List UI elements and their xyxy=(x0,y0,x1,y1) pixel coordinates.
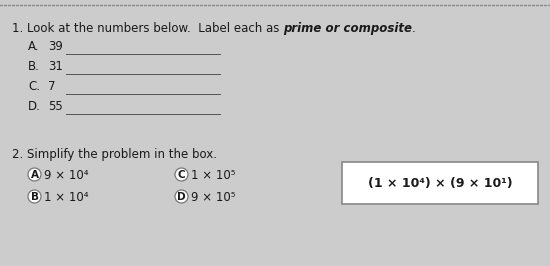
Text: 2. Simplify the problem in the box.: 2. Simplify the problem in the box. xyxy=(12,148,217,161)
Text: prime or composite: prime or composite xyxy=(283,22,412,35)
Text: A.: A. xyxy=(28,40,40,53)
Text: C.: C. xyxy=(28,80,40,93)
Text: 9 × 10⁴: 9 × 10⁴ xyxy=(44,169,89,182)
Circle shape xyxy=(28,190,41,203)
Text: D: D xyxy=(177,192,186,202)
Text: 1 × 10⁴: 1 × 10⁴ xyxy=(44,191,89,204)
Text: (1 × 10⁴) × (9 × 10¹): (1 × 10⁴) × (9 × 10¹) xyxy=(368,177,512,189)
Text: D.: D. xyxy=(28,100,41,113)
Text: 7: 7 xyxy=(48,80,56,93)
Text: A: A xyxy=(30,169,38,180)
Text: 55: 55 xyxy=(48,100,63,113)
Circle shape xyxy=(175,190,188,203)
Text: B.: B. xyxy=(28,60,40,73)
Circle shape xyxy=(175,168,188,181)
Circle shape xyxy=(28,168,41,181)
Text: B: B xyxy=(30,192,38,202)
Text: 9 × 10⁵: 9 × 10⁵ xyxy=(191,191,235,204)
Text: 39: 39 xyxy=(48,40,63,53)
Text: C: C xyxy=(178,169,185,180)
FancyBboxPatch shape xyxy=(342,162,538,204)
Text: 1 × 10⁵: 1 × 10⁵ xyxy=(191,169,235,182)
Text: 1. Look at the numbers below.  Label each as: 1. Look at the numbers below. Label each… xyxy=(12,22,283,35)
Text: .: . xyxy=(412,22,416,35)
Text: 31: 31 xyxy=(48,60,63,73)
